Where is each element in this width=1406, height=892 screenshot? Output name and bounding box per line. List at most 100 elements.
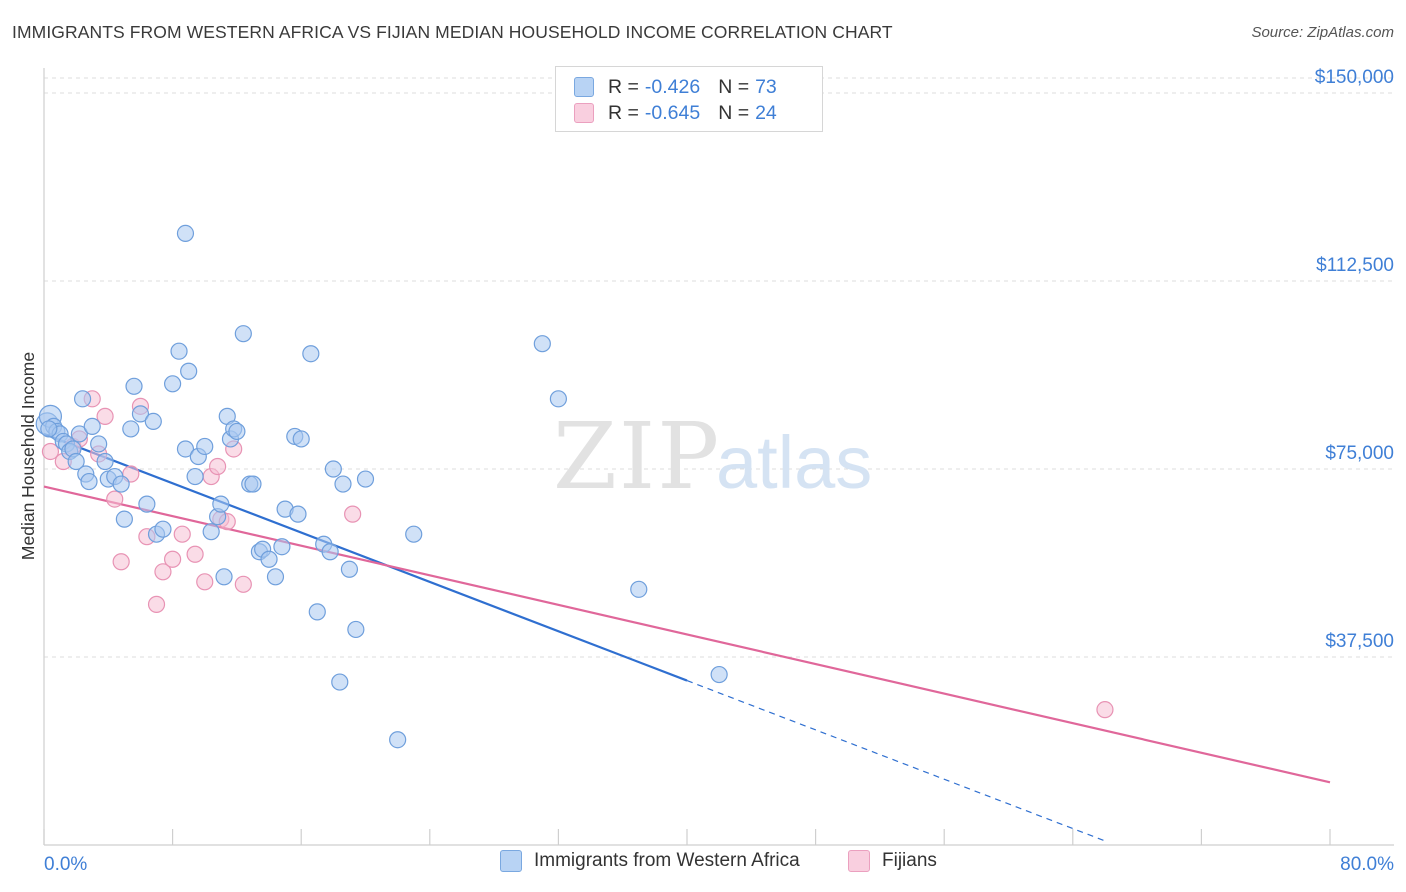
western-africa-point bbox=[292, 430, 310, 448]
x-tick-label-right: 80.0% bbox=[1340, 854, 1394, 875]
western-africa-point bbox=[324, 460, 342, 478]
western-africa-point bbox=[196, 437, 214, 456]
western-africa-point bbox=[122, 420, 140, 438]
x-tick-label-left: 0.0% bbox=[44, 854, 87, 875]
western-africa-point bbox=[154, 520, 172, 538]
chart-title: IMMIGRANTS FROM WESTERN AFRICA VS FIJIAN… bbox=[12, 22, 893, 42]
fijian-point bbox=[234, 575, 252, 593]
fijian-point bbox=[106, 490, 124, 508]
western-africa-point bbox=[212, 495, 230, 513]
western-africa-point bbox=[70, 425, 88, 443]
pink-swatch-icon bbox=[848, 850, 870, 872]
legend-row-pink: R = -0.645 N = 24 bbox=[574, 101, 777, 125]
y-axis-title: Median Household Income bbox=[18, 352, 38, 560]
western-africa-point bbox=[73, 390, 92, 408]
legend-label-fijians: Fijians bbox=[882, 850, 937, 871]
fijian-point bbox=[196, 573, 214, 591]
western-africa-point bbox=[260, 550, 278, 568]
western-africa-point bbox=[67, 452, 85, 471]
data-points bbox=[35, 224, 1114, 749]
western-africa-point bbox=[180, 362, 198, 380]
western-africa-point bbox=[289, 505, 307, 523]
watermark-zip: ZIP bbox=[553, 403, 721, 510]
western-africa-point bbox=[630, 580, 648, 598]
western-africa-point bbox=[334, 475, 352, 493]
fijian-point bbox=[1096, 701, 1114, 719]
legend-r-value: -0.426 bbox=[644, 75, 701, 98]
series-legend: Immigrants from Western Africa Fijians bbox=[0, 850, 1406, 878]
fijian-point bbox=[344, 505, 362, 523]
legend-label-western-africa: Immigrants from Western Africa bbox=[534, 850, 800, 871]
fijian-trend-line bbox=[43, 485, 1331, 784]
western-africa-point bbox=[266, 568, 285, 586]
western-africa-point bbox=[186, 467, 204, 486]
legend-r-label: R = bbox=[608, 101, 639, 124]
western-africa-point bbox=[356, 470, 375, 488]
western-africa-point bbox=[96, 452, 114, 471]
trend-lines bbox=[43, 432, 1331, 842]
watermark: ZIP atlas bbox=[553, 403, 872, 510]
western-africa-point bbox=[228, 422, 246, 441]
western-africa-point bbox=[533, 335, 551, 353]
y-tick-label: $112,500 bbox=[1316, 255, 1394, 276]
fijian-point bbox=[154, 563, 172, 581]
legend-item-fijians[interactable]: Fijians bbox=[848, 850, 937, 872]
fijian-point bbox=[209, 457, 227, 476]
western-africa-point bbox=[710, 665, 728, 684]
western-africa-trend-extension bbox=[686, 680, 1106, 842]
western-africa-point bbox=[138, 495, 156, 513]
fijian-point bbox=[164, 550, 182, 568]
legend-r-value: -0.645 bbox=[644, 101, 701, 124]
legend-n-label: N = bbox=[718, 101, 750, 124]
legend-n-label: N = bbox=[718, 75, 750, 98]
western-africa-point bbox=[389, 731, 407, 749]
western-africa-point bbox=[244, 475, 262, 493]
western-africa-point bbox=[347, 620, 365, 639]
western-africa-point bbox=[83, 417, 101, 436]
y-axis-tick-labels: $37,500 $75,000 $112,500 $150,000 bbox=[1315, 67, 1394, 652]
legend-n-value: 73 bbox=[755, 75, 777, 98]
western-africa-point bbox=[125, 377, 143, 395]
fijian-point bbox=[186, 545, 204, 563]
western-africa-point bbox=[164, 375, 182, 393]
fijian-point bbox=[96, 407, 114, 425]
pink-swatch-icon bbox=[574, 103, 594, 123]
western-africa-point bbox=[331, 673, 349, 691]
y-tick-label: $37,500 bbox=[1325, 631, 1394, 652]
x-axis-tick-labels: 0.0% 80.0% bbox=[44, 854, 1394, 875]
legend-r-label: R = bbox=[608, 75, 639, 98]
western-africa-point bbox=[273, 538, 291, 556]
correlation-legend: R = -0.426 N = 73 R = -0.645 N = 24 bbox=[555, 66, 823, 132]
western-africa-point bbox=[234, 325, 252, 343]
western-africa-point bbox=[340, 560, 359, 578]
western-africa-point bbox=[215, 568, 233, 586]
blue-swatch-icon bbox=[574, 77, 594, 97]
grid-lines bbox=[44, 77, 1394, 658]
western-africa-point bbox=[302, 345, 320, 363]
western-africa-point bbox=[90, 435, 108, 453]
western-africa-trend-line bbox=[43, 432, 688, 682]
western-africa-point bbox=[144, 412, 162, 430]
fijian-point bbox=[112, 553, 130, 571]
western-africa-point bbox=[176, 224, 195, 243]
legend-item-western-africa[interactable]: Immigrants from Western Africa bbox=[500, 850, 800, 872]
blue-swatch-icon bbox=[500, 850, 522, 872]
western-africa-point bbox=[115, 510, 133, 528]
western-africa-point bbox=[308, 603, 326, 621]
western-africa-point bbox=[131, 405, 150, 423]
western-africa-point bbox=[405, 525, 423, 543]
legend-row-blue: R = -0.426 N = 73 bbox=[574, 75, 777, 99]
fijian-point bbox=[173, 525, 191, 543]
western-africa-point bbox=[549, 390, 568, 408]
western-africa-point bbox=[321, 543, 339, 561]
fijian-point bbox=[147, 595, 166, 613]
western-africa-point bbox=[176, 440, 195, 458]
y-tick-label: $75,000 bbox=[1325, 443, 1394, 464]
western-africa-point bbox=[112, 475, 130, 493]
western-africa-point bbox=[40, 420, 58, 438]
fijian-point bbox=[41, 442, 60, 461]
western-africa-point bbox=[202, 523, 220, 541]
y-tick-label: $150,000 bbox=[1315, 67, 1394, 88]
western-africa-point bbox=[170, 342, 188, 360]
